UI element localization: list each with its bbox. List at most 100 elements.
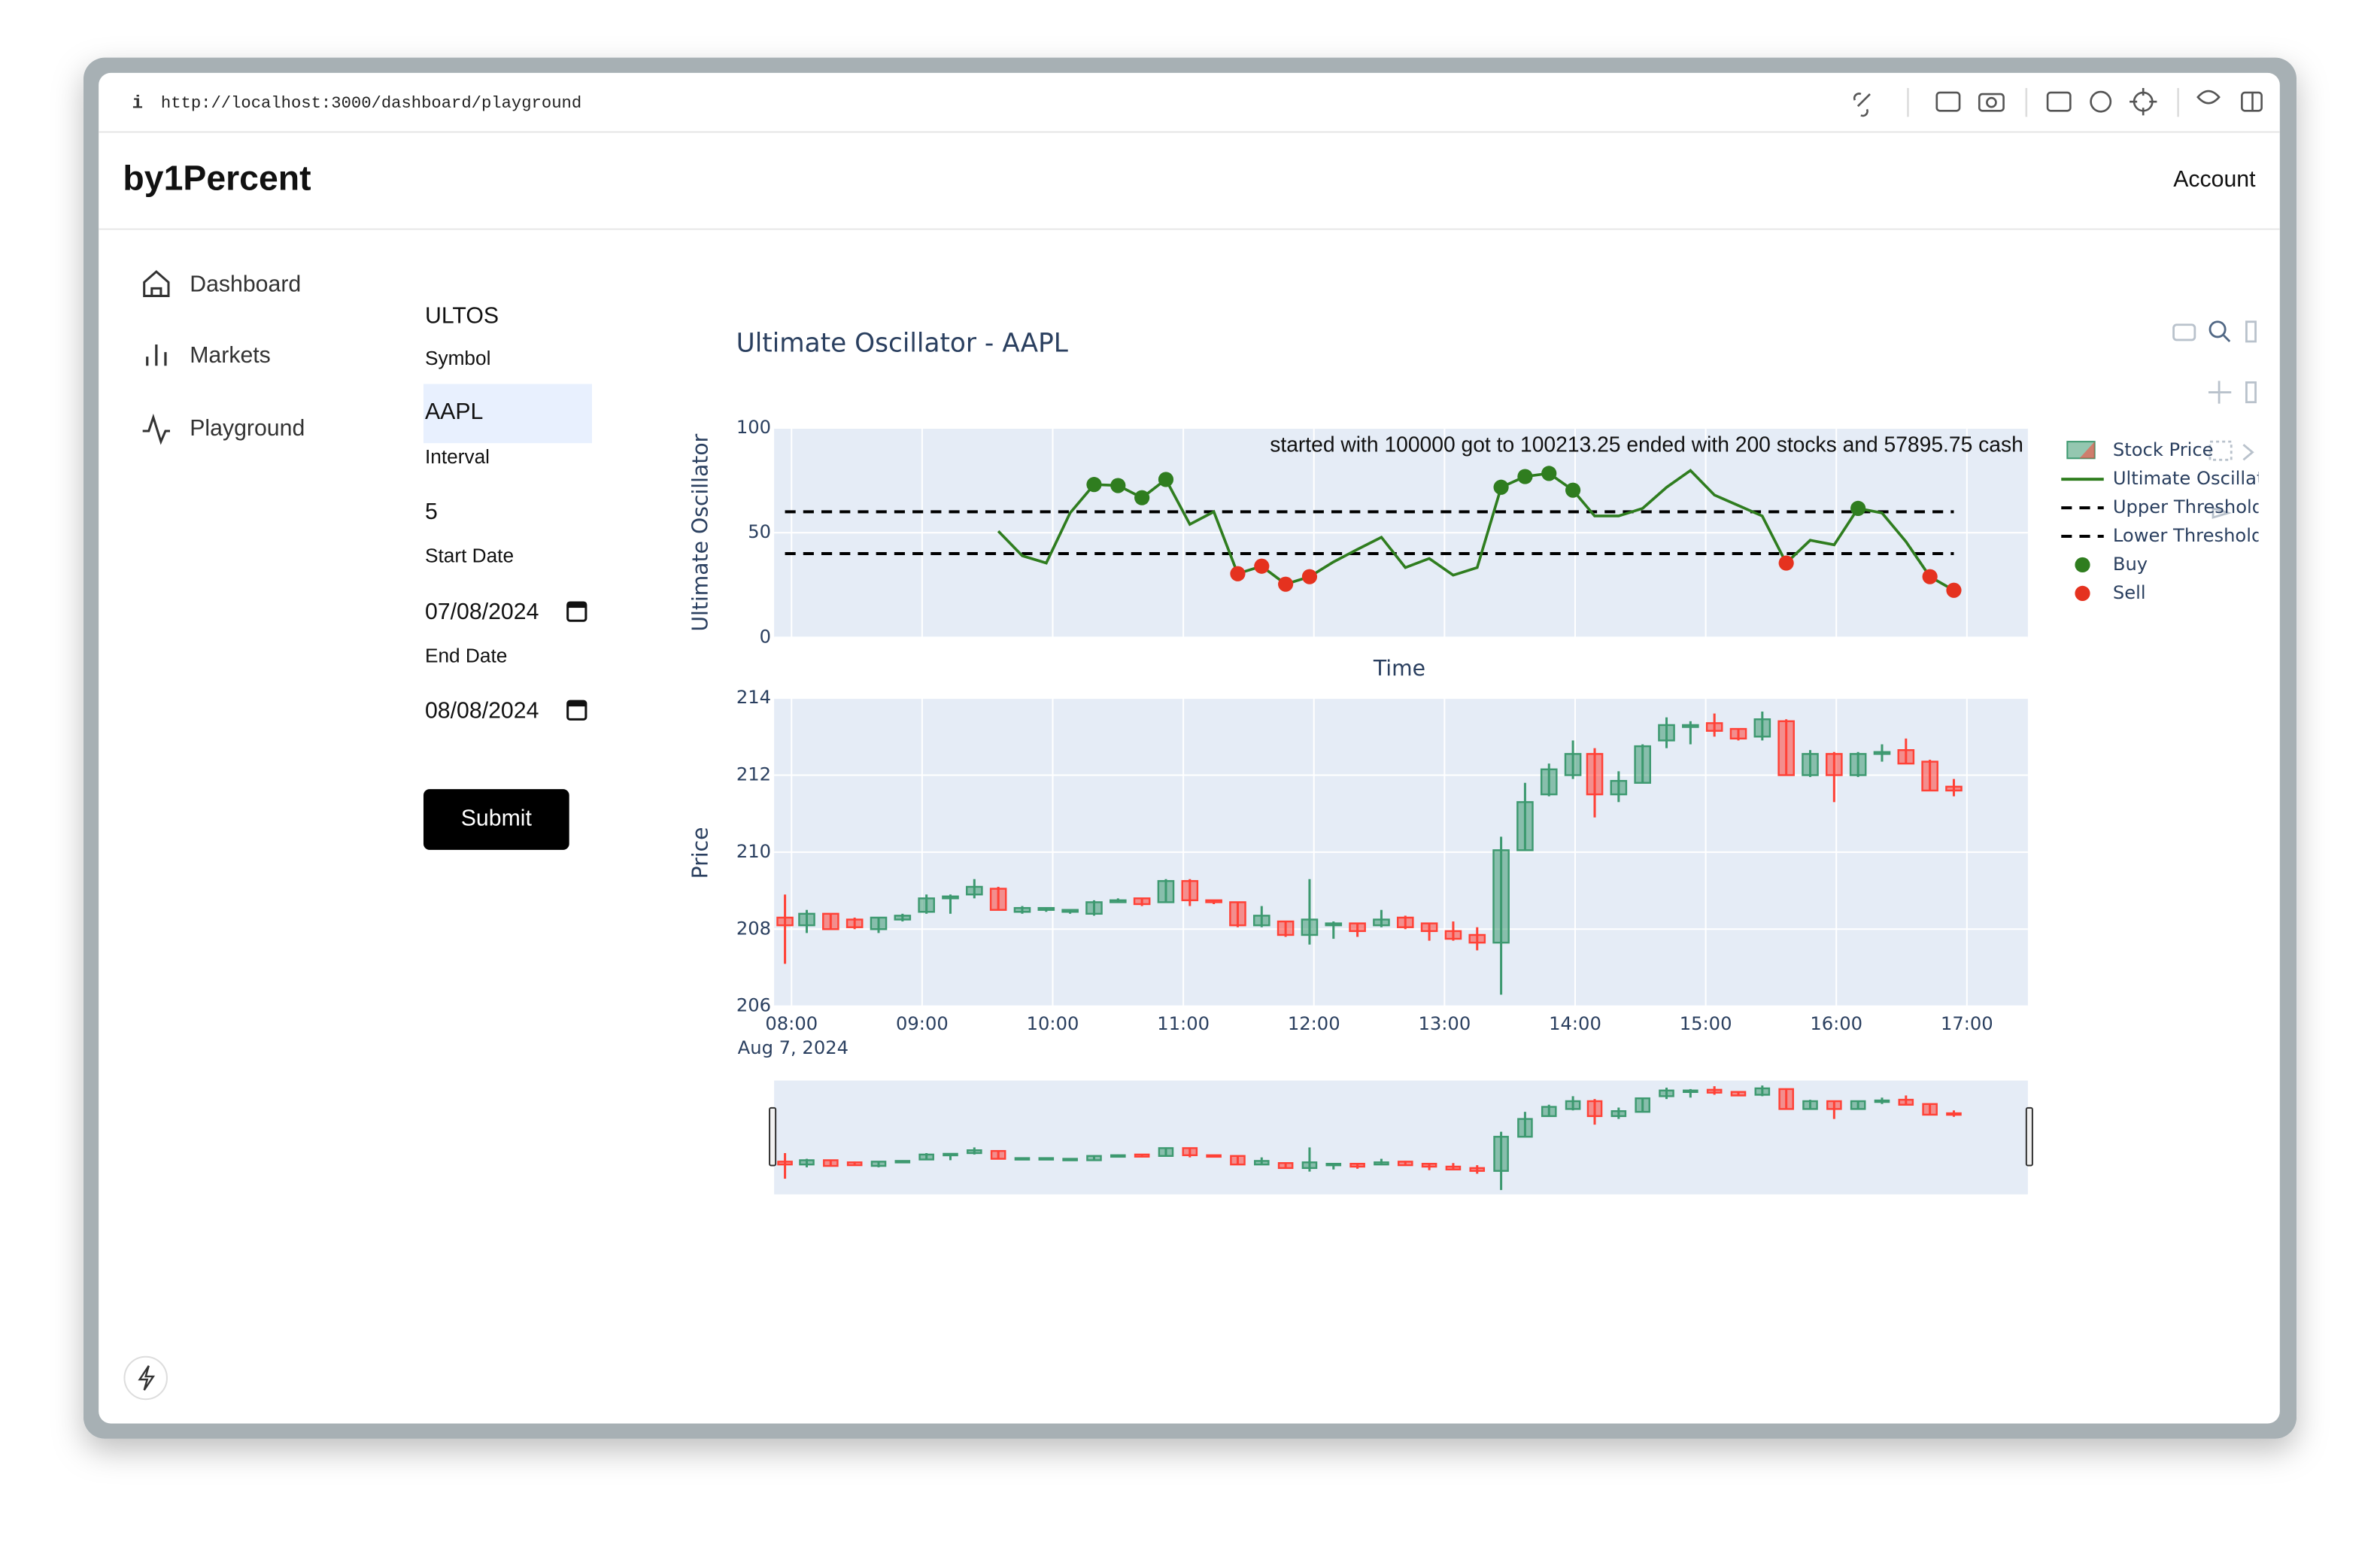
symbol-input[interactable] <box>423 384 592 444</box>
nav-item[interactable]: Playground <box>142 413 305 445</box>
legend-item[interactable]: Ultimate Oscillator <box>2061 468 2282 489</box>
slider-candle-body <box>823 1159 839 1167</box>
modebar-camera[interactable] <box>2172 323 2196 341</box>
candle-body <box>1373 918 1390 927</box>
y-tick-label: 208 <box>736 918 771 939</box>
candle-body <box>798 912 815 927</box>
slider-candle-body <box>1706 1088 1723 1094</box>
nav-label[interactable]: Markets <box>190 343 271 368</box>
slider-candle-body <box>918 1153 934 1161</box>
modebar-zoom[interactable] <box>2208 320 2227 338</box>
legend-item[interactable]: Sell <box>2075 582 2146 603</box>
x-tick-label: 17:00 <box>1941 1013 1993 1034</box>
x-tick-label: 13:00 <box>1418 1013 1471 1034</box>
nav-label[interactable]: Playground <box>190 416 305 441</box>
extension-icon[interactable] <box>2196 90 2221 105</box>
field-value[interactable]: 08/08/2024 <box>425 698 539 723</box>
legend-label[interactable]: Stock Price <box>2113 439 2214 460</box>
slider-candle-body <box>870 1161 887 1167</box>
submit-button[interactable] <box>423 789 569 850</box>
range-handle[interactable] <box>769 1106 777 1167</box>
slider-candle-body <box>1754 1087 1771 1096</box>
brand[interactable]: by1Percent <box>123 158 311 197</box>
nav-item[interactable]: Markets <box>146 343 271 368</box>
signal-marker <box>1254 558 1270 574</box>
candle-body <box>1013 906 1031 913</box>
signal-marker <box>1850 500 1866 516</box>
x-tick-label: 09:00 <box>896 1013 949 1034</box>
legend-label[interactable]: Upper Threshold <box>2113 496 2263 518</box>
sidebar: Dashboard Markets Playground <box>142 270 305 445</box>
legend-label[interactable]: Ultimate Oscillator <box>2113 468 2282 489</box>
candle-body <box>822 912 839 930</box>
legend-item[interactable]: Stock Price <box>2066 439 2214 460</box>
candle-body <box>1540 768 1558 796</box>
candle-body <box>1037 906 1055 911</box>
signal-marker <box>1301 569 1318 584</box>
legend-item[interactable]: Buy <box>2075 554 2148 575</box>
calendar-icon[interactable] <box>566 601 587 622</box>
x-tick-label: 16:00 <box>1810 1013 1862 1034</box>
form: ULTOS Symbol AAPL Interval 5 Start Date … <box>423 304 592 850</box>
field-label: End Date <box>425 645 507 667</box>
range-handle[interactable] <box>2025 1106 2033 1167</box>
nav-item[interactable]: Dashboard <box>143 270 302 297</box>
signal-marker <box>1778 555 1794 571</box>
nav-label[interactable]: Dashboard <box>190 272 301 296</box>
range-slider[interactable] <box>774 1080 2028 1194</box>
bolt-icon <box>138 1365 156 1391</box>
legend-item[interactable]: Lower Threshold <box>2061 525 2263 546</box>
info-icon[interactable]: i <box>132 94 144 114</box>
candle-body <box>1729 727 1747 740</box>
slider-candle-body <box>1493 1136 1509 1172</box>
form-title: ULTOS <box>425 304 499 329</box>
chart-icon <box>146 344 167 366</box>
slider-candle-body <box>1182 1147 1198 1157</box>
y-axis-title: Price <box>688 827 712 879</box>
capture-icon[interactable] <box>1935 91 1961 112</box>
slider-candle-body <box>1349 1162 1365 1168</box>
candle-body <box>1205 899 1222 903</box>
dev-badge[interactable] <box>123 1355 168 1401</box>
submit-label[interactable]: Submit <box>461 806 533 831</box>
signal-marker <box>1230 566 1246 581</box>
candle-body <box>1873 751 1891 755</box>
slider-candle-body <box>1277 1162 1294 1170</box>
slider-candle-body <box>1374 1161 1389 1166</box>
url[interactable]: http://localhost:3000/dashboard/playgrou… <box>161 94 581 113</box>
candle-body <box>942 895 959 900</box>
legend: Stock Price Ultimate Oscillator Upper Thre… <box>2061 439 2282 603</box>
account-link[interactable]: Account <box>2173 167 2256 192</box>
modebar-pan[interactable] <box>2208 381 2232 404</box>
calendar-icon[interactable] <box>566 700 587 721</box>
modebar-more[interactable] <box>2245 320 2257 343</box>
field-value[interactable]: AAPL <box>425 399 483 424</box>
slider-candle-body <box>943 1152 958 1157</box>
chart-title: Ultimate Oscillator - AAPL <box>736 328 1068 358</box>
x-tick-label: 08:00 <box>765 1013 818 1034</box>
field-value[interactable]: 5 <box>425 499 438 524</box>
candle-body <box>1110 899 1127 903</box>
x-axis-title: Time <box>1373 656 1425 681</box>
globe-icon[interactable] <box>2090 90 2112 113</box>
candle-body <box>1181 880 1199 902</box>
candle-body <box>1301 918 1319 936</box>
signal-marker <box>1946 582 1962 598</box>
legend-label[interactable]: Buy <box>2113 554 2148 575</box>
field-label: Interval <box>425 445 490 468</box>
modebar-lasso[interactable] <box>2212 507 2233 519</box>
camera-icon[interactable] <box>1978 93 2005 112</box>
slider-candle-body <box>799 1159 815 1166</box>
y-tick-label: 206 <box>736 995 771 1016</box>
link-icon[interactable] <box>1853 93 1871 117</box>
legend-symbol <box>2075 585 2090 601</box>
annotation: started with 100000 got to 100213.25 end… <box>1270 433 2023 457</box>
legend-item[interactable]: Upper Threshold <box>2061 496 2263 518</box>
field-value[interactable]: 07/08/2024 <box>425 599 539 624</box>
legend-label[interactable]: Lower Threshold <box>2113 525 2263 546</box>
modebar-autoscale[interactable] <box>2242 444 2254 461</box>
legend-label[interactable]: Sell <box>2113 582 2146 603</box>
y-tick-label: 100 <box>736 417 771 438</box>
console-icon[interactable] <box>2046 91 2072 112</box>
modebar-select[interactable] <box>2208 440 2233 461</box>
